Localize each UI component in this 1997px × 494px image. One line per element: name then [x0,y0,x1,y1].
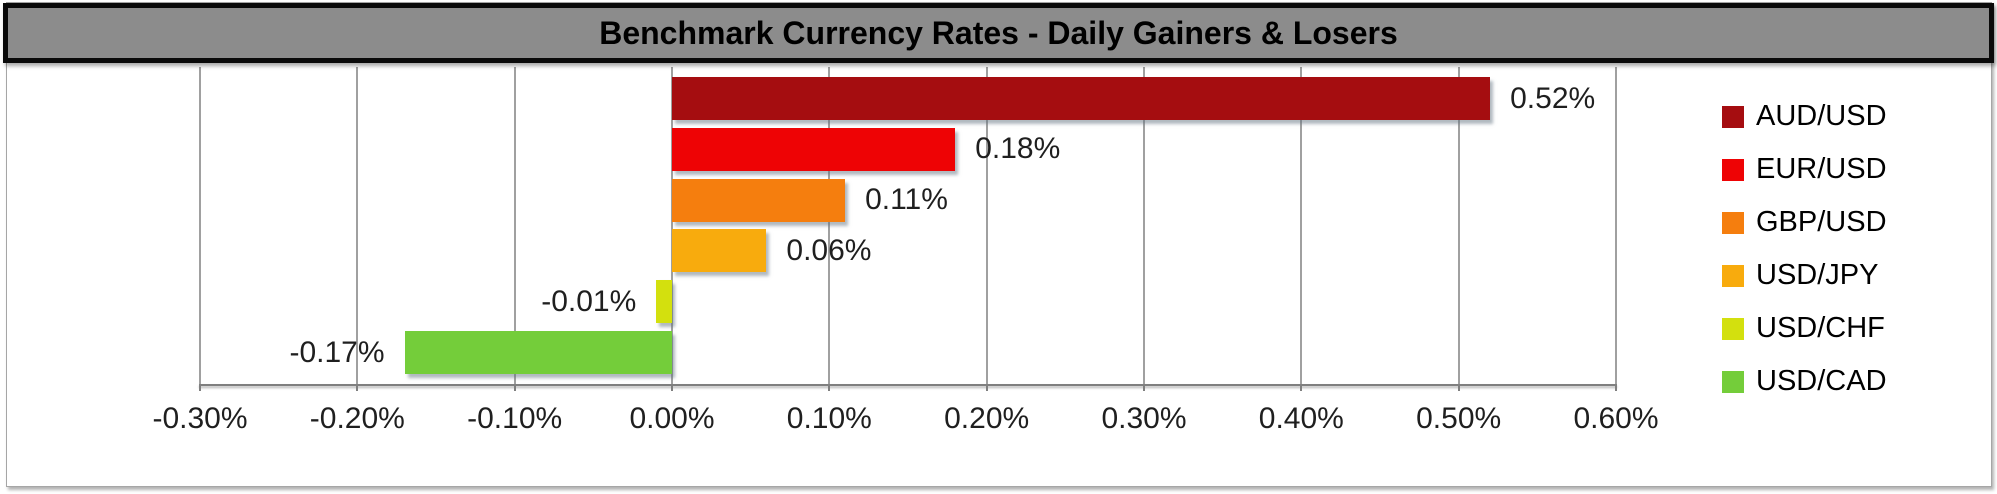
x-axis-line [199,384,1617,386]
legend-item-usd-cad: USD/CAD [1722,355,1887,408]
axis-tick [985,384,988,391]
legend-label: EUR/USD [1756,153,1887,185]
bar-value-label: 0.06% [786,233,872,267]
axis-tick [1615,384,1617,391]
legend-item-eur-usd: EUR/USD [1722,143,1887,196]
axis-tick [513,384,516,391]
x-tick-label: 0.40% [1258,402,1344,435]
axis-tick [199,384,201,391]
bar-value-label: 0.11% [865,183,948,217]
x-tick-label: 0.00% [629,402,715,435]
bar-eur-usd [672,127,956,171]
legend-item-usd-jpy: USD/JPY [1722,249,1887,302]
axis-tick [1143,384,1145,391]
x-tick-label: 0.20% [944,402,1030,435]
bar-usd-jpy [672,229,767,273]
legend-item-aud-usd: AUD/USD [1722,90,1887,143]
x-tick-label: -0.30% [152,402,248,435]
bar-value-label: 0.18% [975,132,1061,166]
legend-label: USD/JPY [1756,259,1879,291]
gridline [1300,67,1303,384]
gridline [356,67,359,384]
legend-swatch-icon [1722,317,1744,340]
chart-title-bar: Benchmark Currency Rates - Daily Gainers… [3,3,1994,63]
bar-gbp-usd [672,178,846,222]
x-tick-label: -0.20% [309,402,405,435]
legend-swatch-icon [1722,370,1744,393]
legend-label: USD/CHF [1756,312,1885,344]
axis-tick [828,384,831,391]
gridline [828,67,831,384]
x-tick-label: 0.50% [1416,402,1502,435]
legend-swatch-icon [1722,211,1744,234]
x-tick-label: 0.10% [786,402,872,435]
axis-tick [1300,384,1303,391]
bar-value-label: -0.17% [289,335,385,369]
gridline [985,67,988,384]
legend: AUD/USD EUR/USD GBP/USD USD/JPY USD/CHF USD/C… [1722,90,1887,408]
x-tick-label: -0.10% [467,402,563,435]
axis-tick [671,384,673,391]
gridline [671,67,673,384]
axis-tick [356,384,359,391]
bar-usd-chf [656,280,672,324]
chart-title: Benchmark Currency Rates - Daily Gainers… [599,14,1398,51]
bar-value-label: 0.52% [1510,81,1596,115]
bar-usd-cad [404,331,672,374]
x-tick-label: 0.60% [1573,402,1659,435]
legend-swatch-icon [1722,158,1744,181]
legend-label: GBP/USD [1756,206,1887,238]
legend-swatch-icon [1722,105,1744,128]
gridline [1457,67,1460,384]
legend-label: USD/CAD [1756,365,1887,397]
gridline [1143,67,1145,384]
axis-tick [1457,384,1460,391]
bar-aud-usd [672,77,1491,120]
legend-swatch-icon [1722,264,1744,287]
gridline [513,67,516,384]
legend-label: AUD/USD [1756,100,1887,132]
x-tick-label: 0.30% [1101,402,1187,435]
bar-value-label: -0.01% [541,284,637,318]
legend-item-gbp-usd: GBP/USD [1722,196,1887,249]
plot-area: 0.52% 0.18% 0.11% 0.06% -0.01% -0.17% [199,67,1617,391]
gridline [199,67,201,384]
gridline [1615,67,1617,384]
legend-item-usd-chf: USD/CHF [1722,302,1887,355]
